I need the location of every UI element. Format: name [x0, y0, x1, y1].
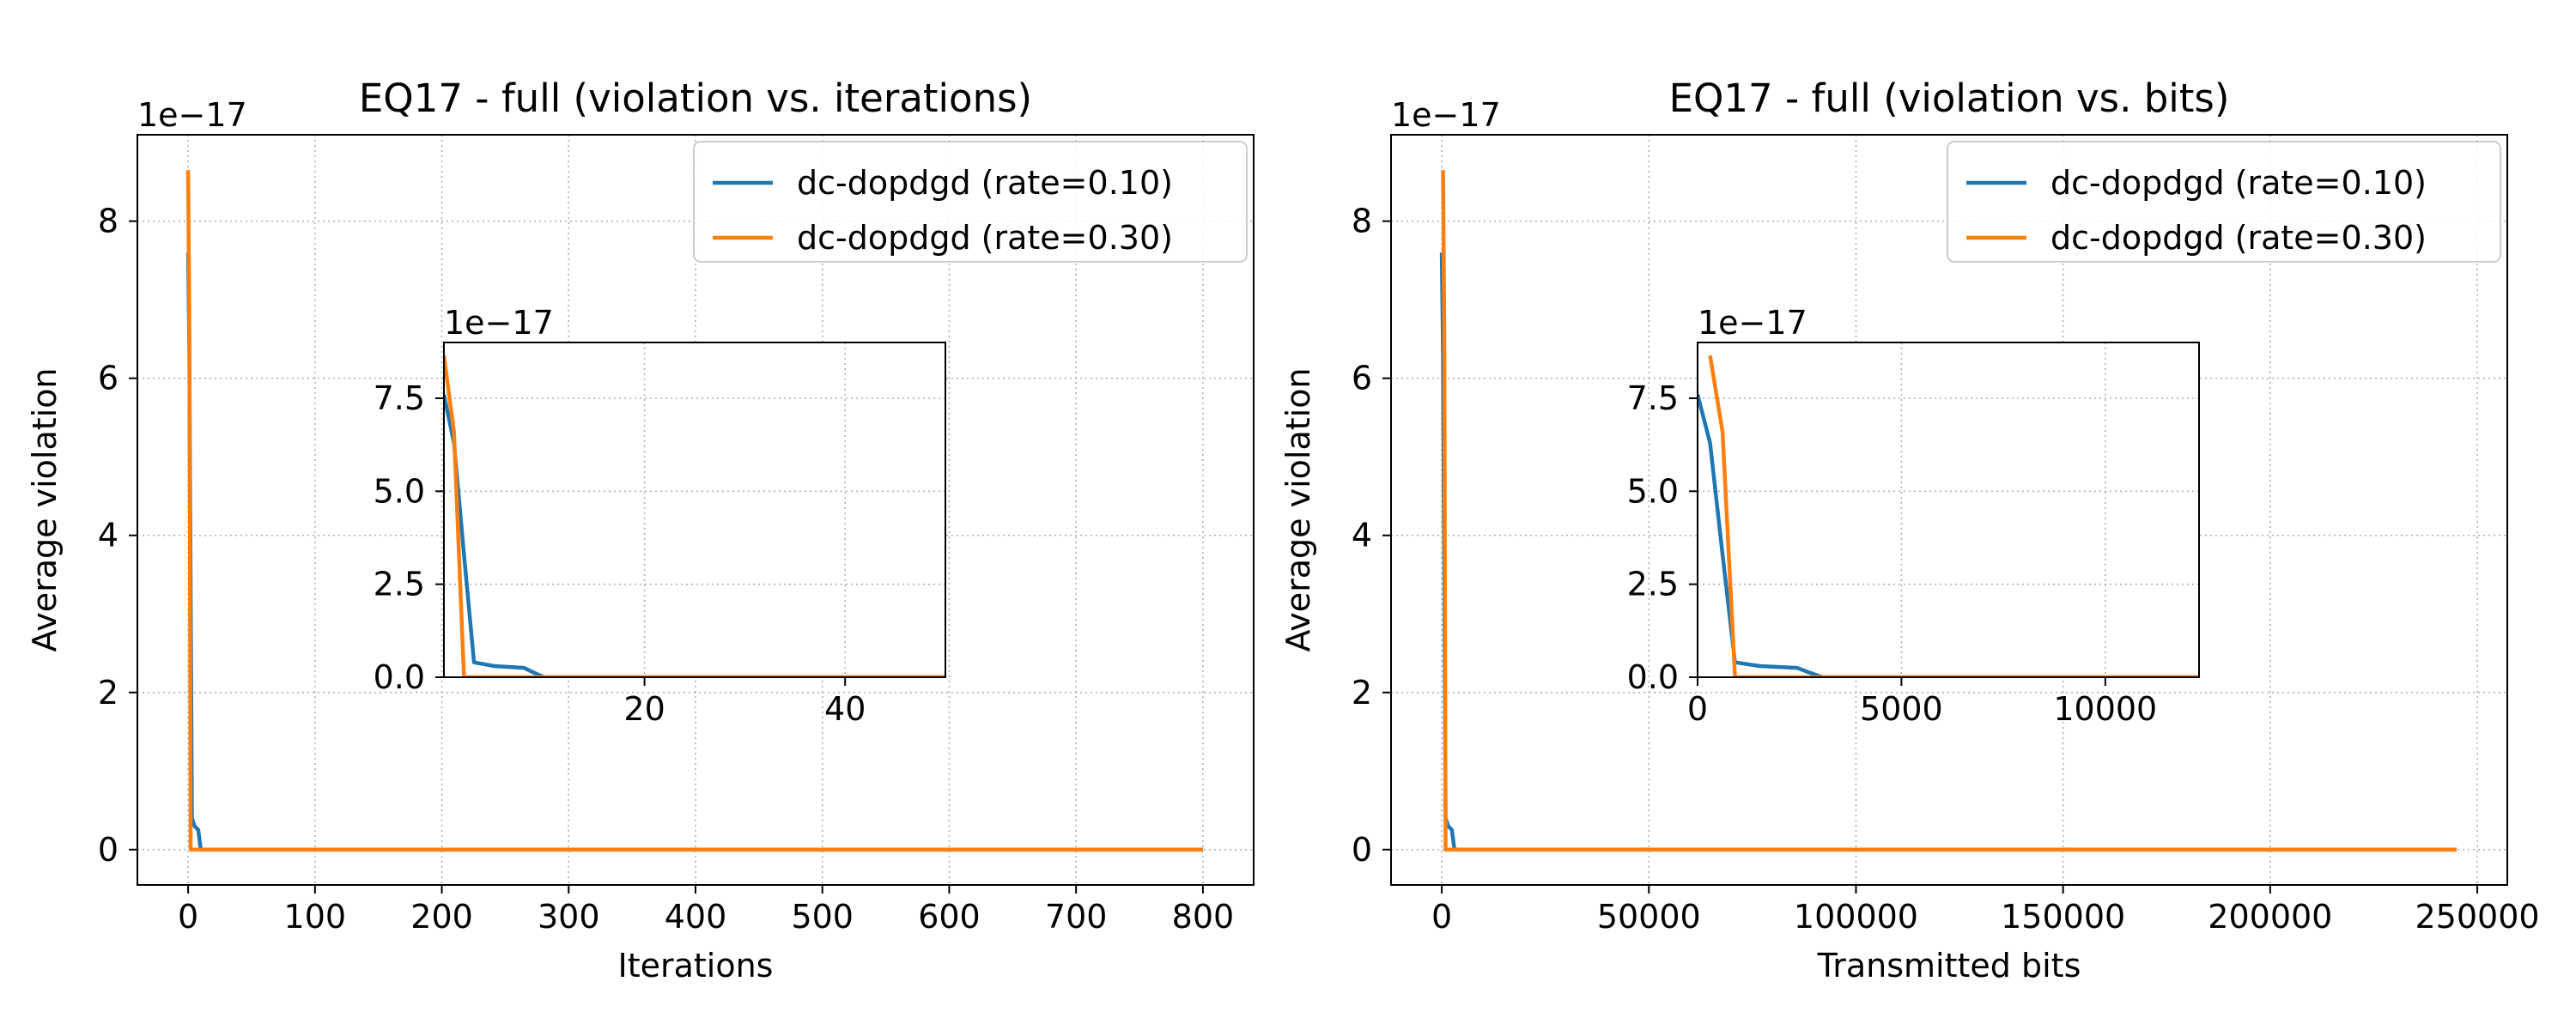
inset-x-tick-label: 0	[1687, 690, 1708, 728]
y-offset-text: 1e−17	[1391, 96, 1501, 134]
series-line-rate-1	[1441, 170, 2457, 852]
x-axis-label: Iterations	[618, 947, 774, 985]
x-tick-label: 500	[791, 898, 854, 936]
inset-left: 20 40 0.0 2.5 5.0 7.5 1e−17	[374, 304, 946, 728]
inset-right: 0 5000 10000 0.0 2.5 5.0 7.5 1e−17	[1627, 304, 2200, 728]
inset-background	[444, 342, 945, 677]
y-tick-label: 2	[1352, 674, 1372, 712]
y-tick-label: 0	[98, 831, 118, 869]
legend: dc-dopdgd (rate=0.10) dc-dopdgd (rate=0.3…	[693, 141, 1248, 263]
x-tick-label: 250000	[2415, 898, 2539, 936]
y-tick-label: 6	[98, 360, 118, 397]
y-tick-label: 4	[1352, 517, 1372, 554]
inset-frame	[1697, 342, 2200, 678]
legend-label: dc-dopdgd (rate=0.30)	[2050, 219, 2427, 257]
inset-y-tick-label: 2.5	[374, 566, 425, 603]
inset-y-offset-text: 1e−17	[1698, 304, 1807, 342]
x-tick-label: 800	[1172, 898, 1235, 936]
x-tick-label: 700	[1045, 898, 1108, 936]
x-tick-label: 600	[918, 898, 981, 936]
y-axis-label: Average violation	[1279, 367, 1317, 651]
y-tick-label: 2	[98, 674, 118, 712]
inset-x-tick-label: 40	[824, 690, 866, 728]
x-tick-label: 0	[1431, 898, 1452, 936]
y-tick-label: 0	[1352, 831, 1372, 869]
legend-box	[693, 141, 1248, 263]
axes-frame	[1390, 134, 2508, 886]
chart-title: EQ17 - full (violation vs. bits)	[1669, 76, 2230, 121]
x-axis-label: Transmitted bits	[1817, 947, 2081, 985]
x-tick-label: 300	[538, 898, 600, 936]
legend: dc-dopdgd (rate=0.10) dc-dopdgd (rate=0.3…	[1947, 141, 2501, 263]
x-tick-label: 100000	[1794, 898, 1918, 936]
x-tick-label: 200000	[2208, 898, 2332, 936]
chart-title: EQ17 - full (violation vs. iterations)	[359, 76, 1032, 121]
y-tick-label: 8	[1352, 203, 1372, 240]
inset-y-tick-label: 7.5	[1627, 379, 1679, 417]
chart-right: 0 50000 100000 150000 200000 25000002468EQ17 …	[1279, 76, 2540, 985]
y-tick-label: 8	[98, 203, 118, 240]
x-tick-label: 150000	[2001, 898, 2125, 936]
x-tick-label: 0	[178, 898, 198, 936]
chart-left: 0 100 200 300 400 500 600 700 800 0 2 4 6 8 EQ17 - ful…	[26, 76, 1255, 985]
legend-box	[1947, 141, 2501, 263]
inset-y-tick-label: 7.5	[374, 379, 425, 417]
x-tick-label: 200	[410, 898, 473, 936]
inset-y-tick-label: 2.5	[1627, 566, 1679, 603]
inset-series-line-rate-1	[444, 354, 945, 677]
legend-label: dc-dopdgd (rate=0.10)	[2050, 164, 2427, 202]
y-tick-label: 6	[1352, 360, 1372, 397]
inset-y-tick-label: 0.0	[1627, 658, 1679, 696]
inset-series-line-rate-1	[1708, 354, 2199, 677]
legend-label: dc-dopdgd (rate=0.10)	[797, 164, 1173, 202]
inset-x-tick-label: 20	[623, 690, 665, 728]
series-line-rate-1	[185, 170, 1203, 852]
inset-x-tick-label: 5000	[1860, 690, 1943, 728]
inset-y-offset-text: 1e−17	[444, 304, 554, 342]
y-axis-label: Average violation	[26, 367, 64, 651]
inset-background	[1698, 342, 2199, 677]
x-tick-label: 100	[284, 898, 347, 936]
inset-x-tick-label: 10000	[2053, 690, 2157, 728]
x-tick-label: 50000	[1597, 898, 1701, 936]
inset-y-tick-label: 5.0	[1627, 472, 1679, 510]
x-tick-label: 400	[665, 898, 727, 936]
inset-y-tick-label: 5.0	[374, 472, 425, 510]
y-tick-label: 4	[98, 517, 118, 554]
inset-frame	[443, 342, 946, 678]
legend-label: dc-dopdgd (rate=0.30)	[797, 219, 1173, 257]
inset-y-tick-label: 0.0	[374, 658, 425, 696]
y-offset-text: 1e−17	[137, 96, 247, 134]
